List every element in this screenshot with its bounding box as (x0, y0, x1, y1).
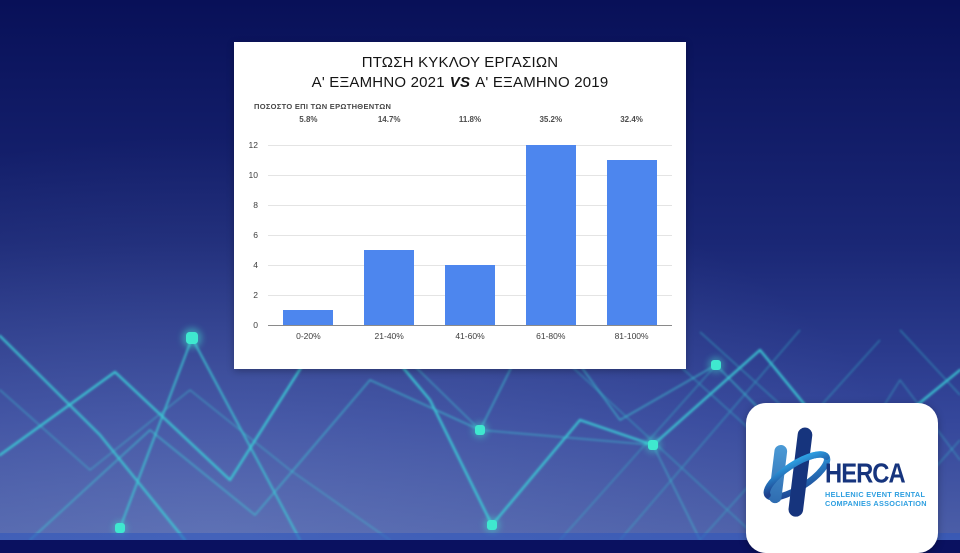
x-tick-label: 81-100% (614, 331, 649, 341)
network-dot (475, 425, 485, 435)
bottom-accent-band (0, 533, 960, 540)
network-dots (113, 328, 724, 535)
x-tick-label: 41-60% (455, 331, 485, 341)
network-dot (115, 523, 125, 533)
bars-group (268, 145, 672, 325)
gridline (268, 175, 672, 176)
network-polyline (0, 389, 391, 540)
network-dot (711, 360, 721, 370)
percent-labels-row: 5.8% 14.7% 11.8% 35.2% 32.4% (268, 115, 672, 124)
bar-column (510, 145, 591, 325)
lattice-line (899, 329, 960, 396)
y-tick-label: 10 (248, 170, 258, 180)
percent-label: 5.8% (299, 115, 318, 124)
x-tick-label: 0-20% (296, 331, 321, 341)
bar-column (268, 145, 349, 325)
percent-label: 32.4% (620, 115, 643, 124)
percent-label: 11.8% (458, 115, 482, 124)
y-tick-label: 0 (253, 320, 258, 330)
gridline (268, 204, 672, 206)
chart-title: ΠΤΩΣΗ ΚΥΚΛΟΥ ΕΡΓΑΣΙΩΝ Α' ΕΞΑΜΗΝΟ 2021 VS Α… (234, 53, 686, 93)
axis-note: ΠΟΣΟΣΤΟ ΕΠΙ ΤΩΝ ΕΡΩΤΗΘΕΝΤΩΝ (254, 102, 392, 111)
brand-tagline: HELLENIC EVENT RENTAL COMPANIES ASSOCIAT… (825, 490, 927, 508)
y-tick-label: 2 (253, 289, 258, 300)
bar-chart-plot-area: 12 10 8 6 4 2 0 (249, 140, 672, 330)
herca-logo-card: HERCA HELLENIC EVENT RENTAL COMPANIES AS… (746, 403, 938, 553)
gridline (268, 235, 672, 236)
lattice-line (559, 364, 717, 540)
network-dot (186, 332, 198, 344)
chart-title-line2: Α' ΕΞΑΜΗΝΟ 2021 VS Α' ΕΞΑΜΗΝΟ 2019 (311, 74, 609, 91)
chart-title-line1: ΠΤΩΣΗ ΚΥΚΛΟΥ ΕΡΓΑΣΙΩΝ (361, 54, 559, 71)
y-tick-label: 6 (253, 230, 258, 240)
chart-card: ΠΤΩΣΗ ΚΥΚΛΟΥ ΕΡΓΑΣΙΩΝ Α' ΕΞΑΜΗΝΟ 2021 VS Α… (234, 42, 686, 369)
bar-column (430, 145, 511, 325)
y-tick-label: 8 (253, 199, 258, 210)
y-tick-label: 12 (248, 140, 258, 150)
brand-name: HERCA (825, 457, 906, 490)
bar (606, 160, 657, 325)
bar-column (349, 145, 430, 325)
y-tick-label: 4 (253, 260, 258, 270)
vs-label: VS (449, 74, 471, 91)
gridline (268, 145, 672, 146)
lattice-line (619, 329, 801, 540)
network-dot (648, 440, 658, 450)
bar (283, 310, 334, 325)
x-axis-baseline (268, 325, 672, 326)
percent-label: 35.2% (539, 115, 563, 124)
percent-label: 14.7% (377, 115, 401, 124)
bar-column (591, 145, 672, 325)
x-tick-label: 61-80% (536, 331, 566, 341)
y-axis: 12 10 8 6 4 2 0 (234, 140, 262, 330)
bar (364, 250, 415, 325)
herca-logo-text: HERCA HELLENIC EVENT RENTAL COMPANIES AS… (825, 459, 927, 508)
x-axis-labels: 0-20% 21-40% 41-60% 61-80% 81-100% (268, 331, 672, 341)
herca-logo-icon (763, 427, 831, 517)
bar (444, 265, 496, 325)
bar (525, 145, 576, 325)
network-dot (487, 520, 497, 530)
network-polyline (0, 334, 187, 540)
x-tick-label: 21-40% (374, 331, 404, 341)
